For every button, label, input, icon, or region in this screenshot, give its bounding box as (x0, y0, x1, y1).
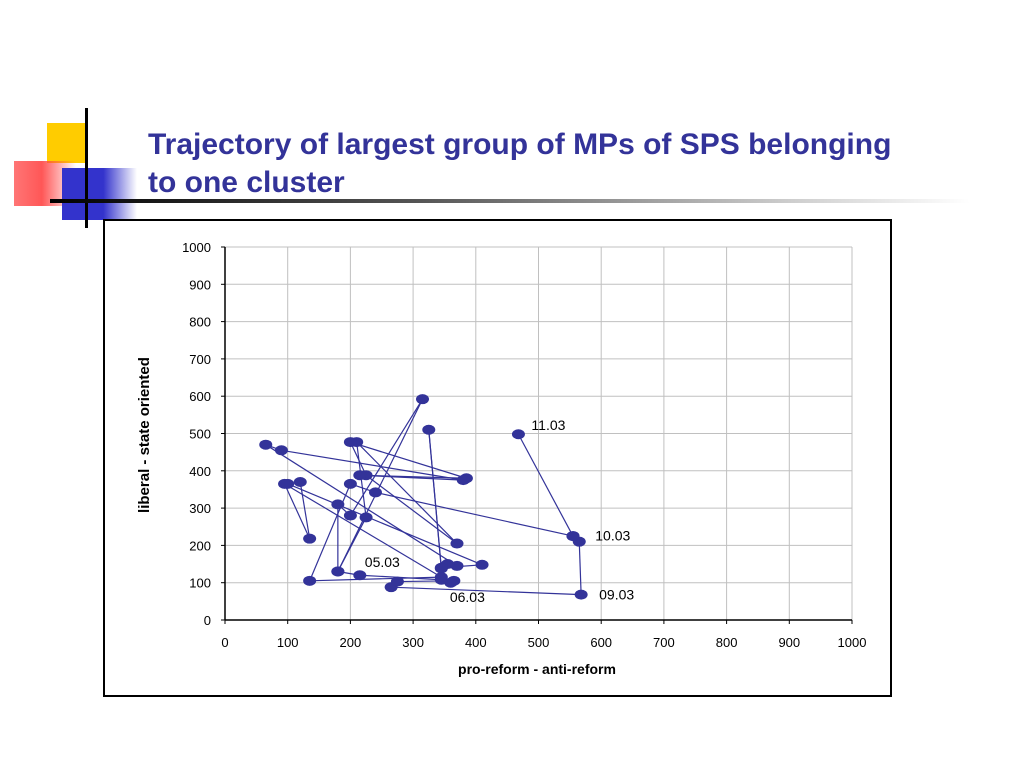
trajectory-segment (287, 483, 483, 566)
y-tick-label: 600 (189, 389, 211, 404)
x-tick-label: 800 (716, 635, 738, 650)
data-point (293, 476, 307, 487)
y-tick-label: 700 (189, 352, 211, 367)
trajectory-segment (356, 441, 458, 544)
trajectory-segment (309, 483, 351, 582)
x-tick-label: 900 (778, 635, 800, 650)
y-tick-label: 500 (189, 427, 211, 442)
x-tick-label: 600 (590, 635, 612, 650)
data-point (434, 572, 448, 583)
decor-yellow-square (47, 123, 87, 163)
data-point (331, 499, 345, 510)
data-point (353, 570, 367, 581)
data-point (511, 429, 525, 440)
trajectory-segment (299, 481, 311, 539)
data-point (475, 559, 489, 570)
trajectory-segment (309, 576, 442, 582)
trajectory-segment (428, 429, 442, 568)
trajectory-segment (375, 491, 574, 537)
trajectory-segment (349, 398, 424, 516)
x-tick-label: 500 (528, 635, 550, 650)
date-annotation: 06.03 (450, 589, 485, 605)
decor-blue-square (62, 168, 137, 220)
data-point (343, 478, 357, 489)
data-point (359, 512, 373, 523)
data-point (416, 394, 430, 405)
data-point (343, 437, 357, 448)
slide-title: Trajectory of largest group of MPs of SP… (148, 128, 892, 199)
data-point (278, 478, 292, 489)
data-point (353, 470, 367, 481)
y-tick-label: 900 (189, 277, 211, 292)
data-point (422, 424, 436, 435)
x-tick-label: 1000 (838, 635, 867, 650)
trajectory-segment (284, 483, 311, 539)
title-underline (50, 199, 970, 203)
data-point (303, 533, 317, 544)
y-tick-label: 800 (189, 315, 211, 330)
trajectory-segment (365, 474, 458, 545)
decor-vertical-rule (85, 108, 88, 228)
trajectory-segment (265, 444, 458, 567)
data-point (343, 510, 357, 521)
y-tick-label: 200 (189, 538, 211, 553)
data-point (331, 566, 345, 577)
data-point (274, 445, 288, 456)
data-point (303, 575, 317, 586)
trajectory-segment (350, 441, 467, 479)
trajectory-segment (517, 433, 574, 537)
chart-frame (103, 219, 892, 697)
x-tick-label: 300 (402, 635, 424, 650)
data-point (450, 538, 464, 549)
date-annotation: 05.03 (365, 554, 400, 570)
trajectory-segment (284, 483, 442, 578)
trajectory-segment (349, 441, 367, 476)
y-axis-title: liberal - state oriented (136, 357, 153, 513)
x-tick-label: 100 (277, 635, 299, 650)
x-axis-title: pro-reform - anti-reform (458, 661, 616, 677)
y-tick-label: 100 (189, 576, 211, 591)
x-tick-label: 400 (465, 635, 487, 650)
data-point (390, 576, 404, 587)
data-point (368, 487, 382, 498)
data-point (434, 562, 448, 573)
y-tick-label: 400 (189, 464, 211, 479)
trajectory-segment (359, 474, 464, 481)
date-annotation: 09.03 (599, 587, 634, 603)
y-tick-label: 1000 (182, 240, 211, 255)
x-tick-label: 700 (653, 635, 675, 650)
x-tick-label: 0 (221, 635, 228, 650)
trajectory-segment (391, 586, 582, 596)
data-point (566, 531, 580, 542)
y-tick-label: 300 (189, 501, 211, 516)
y-tick-label: 0 (204, 613, 211, 628)
trajectory-segment (337, 517, 367, 572)
trajectory-segment (578, 541, 582, 595)
x-tick-label: 200 (340, 635, 362, 650)
data-point (456, 475, 470, 486)
date-annotation: 11.03 (531, 417, 565, 433)
data-point (574, 589, 588, 600)
data-point (259, 439, 273, 450)
date-annotation: 10.03 (595, 528, 630, 544)
